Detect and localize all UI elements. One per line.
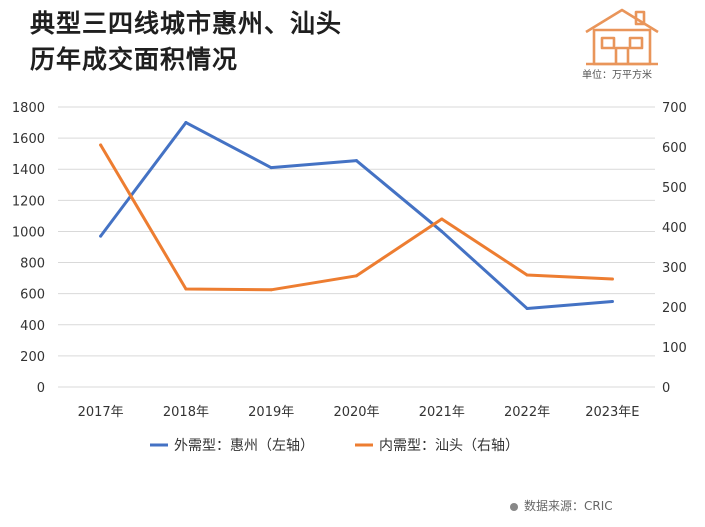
- x-tick-label: 2023年E: [585, 405, 639, 420]
- legend-label: 内需型：汕头（右轴）: [379, 438, 519, 454]
- y-left-tick-label: 1600: [12, 132, 45, 147]
- y-left-tick-label: 1800: [12, 101, 45, 116]
- data-point: [610, 299, 614, 303]
- y-left-tick-label: 400: [20, 319, 45, 334]
- data-point: [99, 143, 103, 147]
- data-point: [269, 166, 273, 170]
- unit-label: 单位：万平方米: [582, 70, 652, 81]
- y-right-tick-label: 500: [662, 181, 687, 196]
- y-right-tick-label: 700: [662, 101, 687, 116]
- data-source: 数据来源：CRIC: [510, 497, 613, 514]
- y-left-tick-label: 1400: [12, 163, 45, 178]
- bullet-icon: [510, 502, 518, 511]
- legend-label: 外需型：惠州（左轴）: [174, 438, 314, 454]
- data-point: [525, 306, 529, 310]
- y-right-tick-label: 200: [662, 301, 687, 316]
- data-point: [440, 217, 444, 221]
- x-tick-label: 2021年: [419, 405, 465, 420]
- y-left-tick-label: 1000: [12, 225, 45, 240]
- y-right-tick-label: 400: [662, 221, 687, 236]
- chart-title: 典型三四线城市惠州、汕头 历年成交面积情况: [30, 6, 342, 78]
- y-right-tick-label: 300: [662, 261, 687, 276]
- title-line-2: 历年成交面积情况: [30, 45, 239, 74]
- x-tick-label: 2020年: [333, 405, 379, 420]
- data-point: [269, 288, 273, 292]
- y-right-tick-label: 100: [662, 341, 687, 356]
- x-tick-label: 2018年: [163, 405, 209, 420]
- data-point: [99, 234, 103, 238]
- series-line-1: [99, 121, 614, 310]
- y-left-tick-label: 600: [20, 288, 45, 303]
- data-point: [610, 277, 614, 281]
- x-tick-label: 2019年: [248, 405, 294, 420]
- data-point: [525, 273, 529, 277]
- data-point: [355, 159, 358, 163]
- house-icon: [582, 6, 662, 78]
- data-point: [184, 121, 188, 125]
- data-point: [440, 229, 444, 233]
- data-point: [184, 287, 188, 291]
- y-left-tick-label: 200: [20, 350, 45, 365]
- title-line-1: 典型三四线城市惠州、汕头: [30, 9, 343, 38]
- x-tick-label: 2017年: [78, 405, 124, 420]
- y-right-tick-label: 0: [662, 381, 670, 396]
- series-line-2: [99, 143, 614, 292]
- x-tick-label: 2022年: [504, 405, 550, 420]
- source-text: 数据来源：CRIC: [524, 499, 613, 513]
- y-left-tick-label: 800: [20, 257, 45, 272]
- y-left-tick-label: 1200: [12, 194, 45, 209]
- y-left-tick-label: 0: [37, 381, 45, 396]
- data-point: [355, 274, 358, 278]
- y-right-tick-label: 600: [662, 141, 687, 156]
